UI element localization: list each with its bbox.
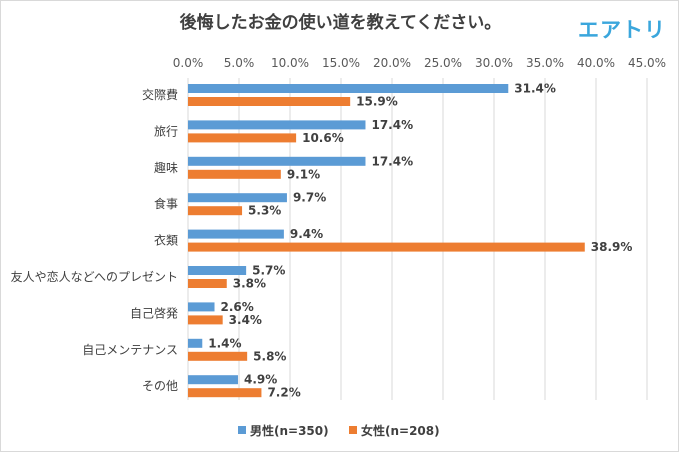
category-label: 衣類	[154, 233, 178, 248]
x-tick-label: 40.0%	[577, 56, 615, 70]
bar-female	[188, 133, 297, 143]
bar-male	[188, 375, 238, 385]
x-tick-label: 0.0%	[173, 56, 204, 70]
bar-female	[188, 97, 351, 106]
bar-female	[188, 351, 248, 361]
bar-male	[188, 120, 366, 130]
category-label: 旅行	[154, 124, 178, 138]
category-label: 友人や恋人などへのプレゼント	[11, 269, 178, 284]
data-label-male: 5.7%	[252, 264, 285, 278]
legend-swatch-male	[238, 426, 246, 434]
category-label: 食事	[154, 196, 178, 211]
data-label-female: 5.3%	[248, 204, 281, 218]
bar-male	[188, 338, 203, 348]
bar-female	[188, 279, 227, 288]
category-label: 自己啓発	[130, 305, 178, 320]
data-label-female: 5.8%	[253, 349, 286, 363]
bar-male	[188, 84, 509, 93]
x-tick-label: 10.0%	[271, 56, 309, 70]
category-label: 交際費	[142, 87, 178, 102]
data-label-female: 3.4%	[229, 313, 262, 327]
bar-female	[188, 169, 281, 179]
x-tick-label: 45.0%	[628, 56, 666, 70]
category-label: 自己メンテナンス	[82, 343, 178, 357]
bar-female	[188, 206, 243, 216]
data-label-male: 17.4%	[371, 154, 413, 168]
bar-male	[188, 302, 215, 312]
bar-female	[188, 315, 223, 325]
bar-male	[188, 156, 366, 166]
bar-female	[188, 388, 262, 398]
data-label-male: 1.4%	[208, 336, 241, 350]
x-tick-label: 30.0%	[475, 56, 513, 70]
data-label-male: 2.6%	[221, 300, 254, 314]
category-label: 趣味	[154, 160, 178, 175]
data-label-female: 9.1%	[287, 167, 320, 181]
data-label-female: 38.9%	[591, 240, 633, 254]
bar-female	[188, 242, 585, 252]
chart-title: 後悔したお金の使い道を教えてください。	[179, 13, 502, 33]
x-tick-label: 35.0%	[526, 56, 564, 70]
x-tick-label: 20.0%	[373, 56, 411, 70]
data-label-female: 3.8%	[233, 277, 266, 291]
legend-swatch-female	[349, 426, 357, 434]
data-label-male: 17.4%	[371, 118, 413, 132]
bar-male	[188, 266, 247, 275]
category-label: その他	[142, 379, 178, 393]
data-label-male: 9.7%	[293, 191, 326, 205]
data-label-male: 9.4%	[290, 227, 323, 241]
data-label-female: 15.9%	[356, 95, 398, 109]
brand-logo: エアトリ	[578, 18, 666, 42]
x-tick-label: 15.0%	[322, 56, 360, 70]
data-label-female: 7.2%	[267, 386, 300, 400]
data-label-male: 4.9%	[244, 373, 277, 387]
x-tick-label: 5.0%	[224, 56, 255, 70]
bar-male	[188, 193, 287, 203]
data-label-male: 31.4%	[514, 82, 556, 96]
legend-label-male: 男性(n=350)	[250, 423, 329, 438]
bar-male	[188, 229, 284, 239]
x-tick-label: 25.0%	[424, 56, 462, 70]
data-label-female: 10.6%	[302, 131, 344, 145]
legend-label-female: 女性(n=208)	[361, 423, 440, 438]
